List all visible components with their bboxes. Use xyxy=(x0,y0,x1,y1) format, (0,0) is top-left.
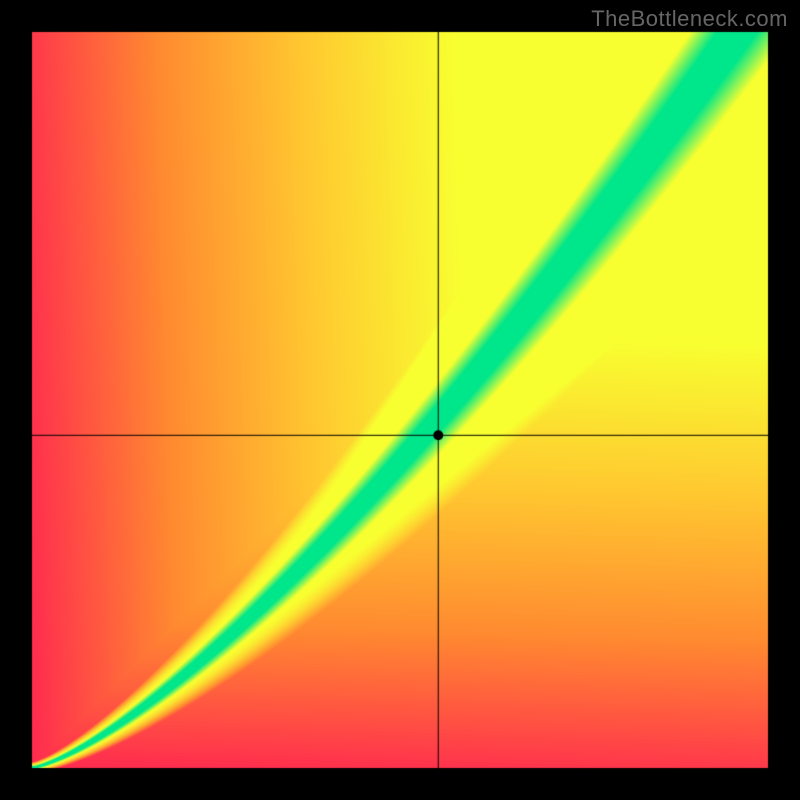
heatmap-canvas xyxy=(0,0,800,800)
watermark-text: TheBottleneck.com xyxy=(591,6,788,32)
chart-container: TheBottleneck.com xyxy=(0,0,800,800)
